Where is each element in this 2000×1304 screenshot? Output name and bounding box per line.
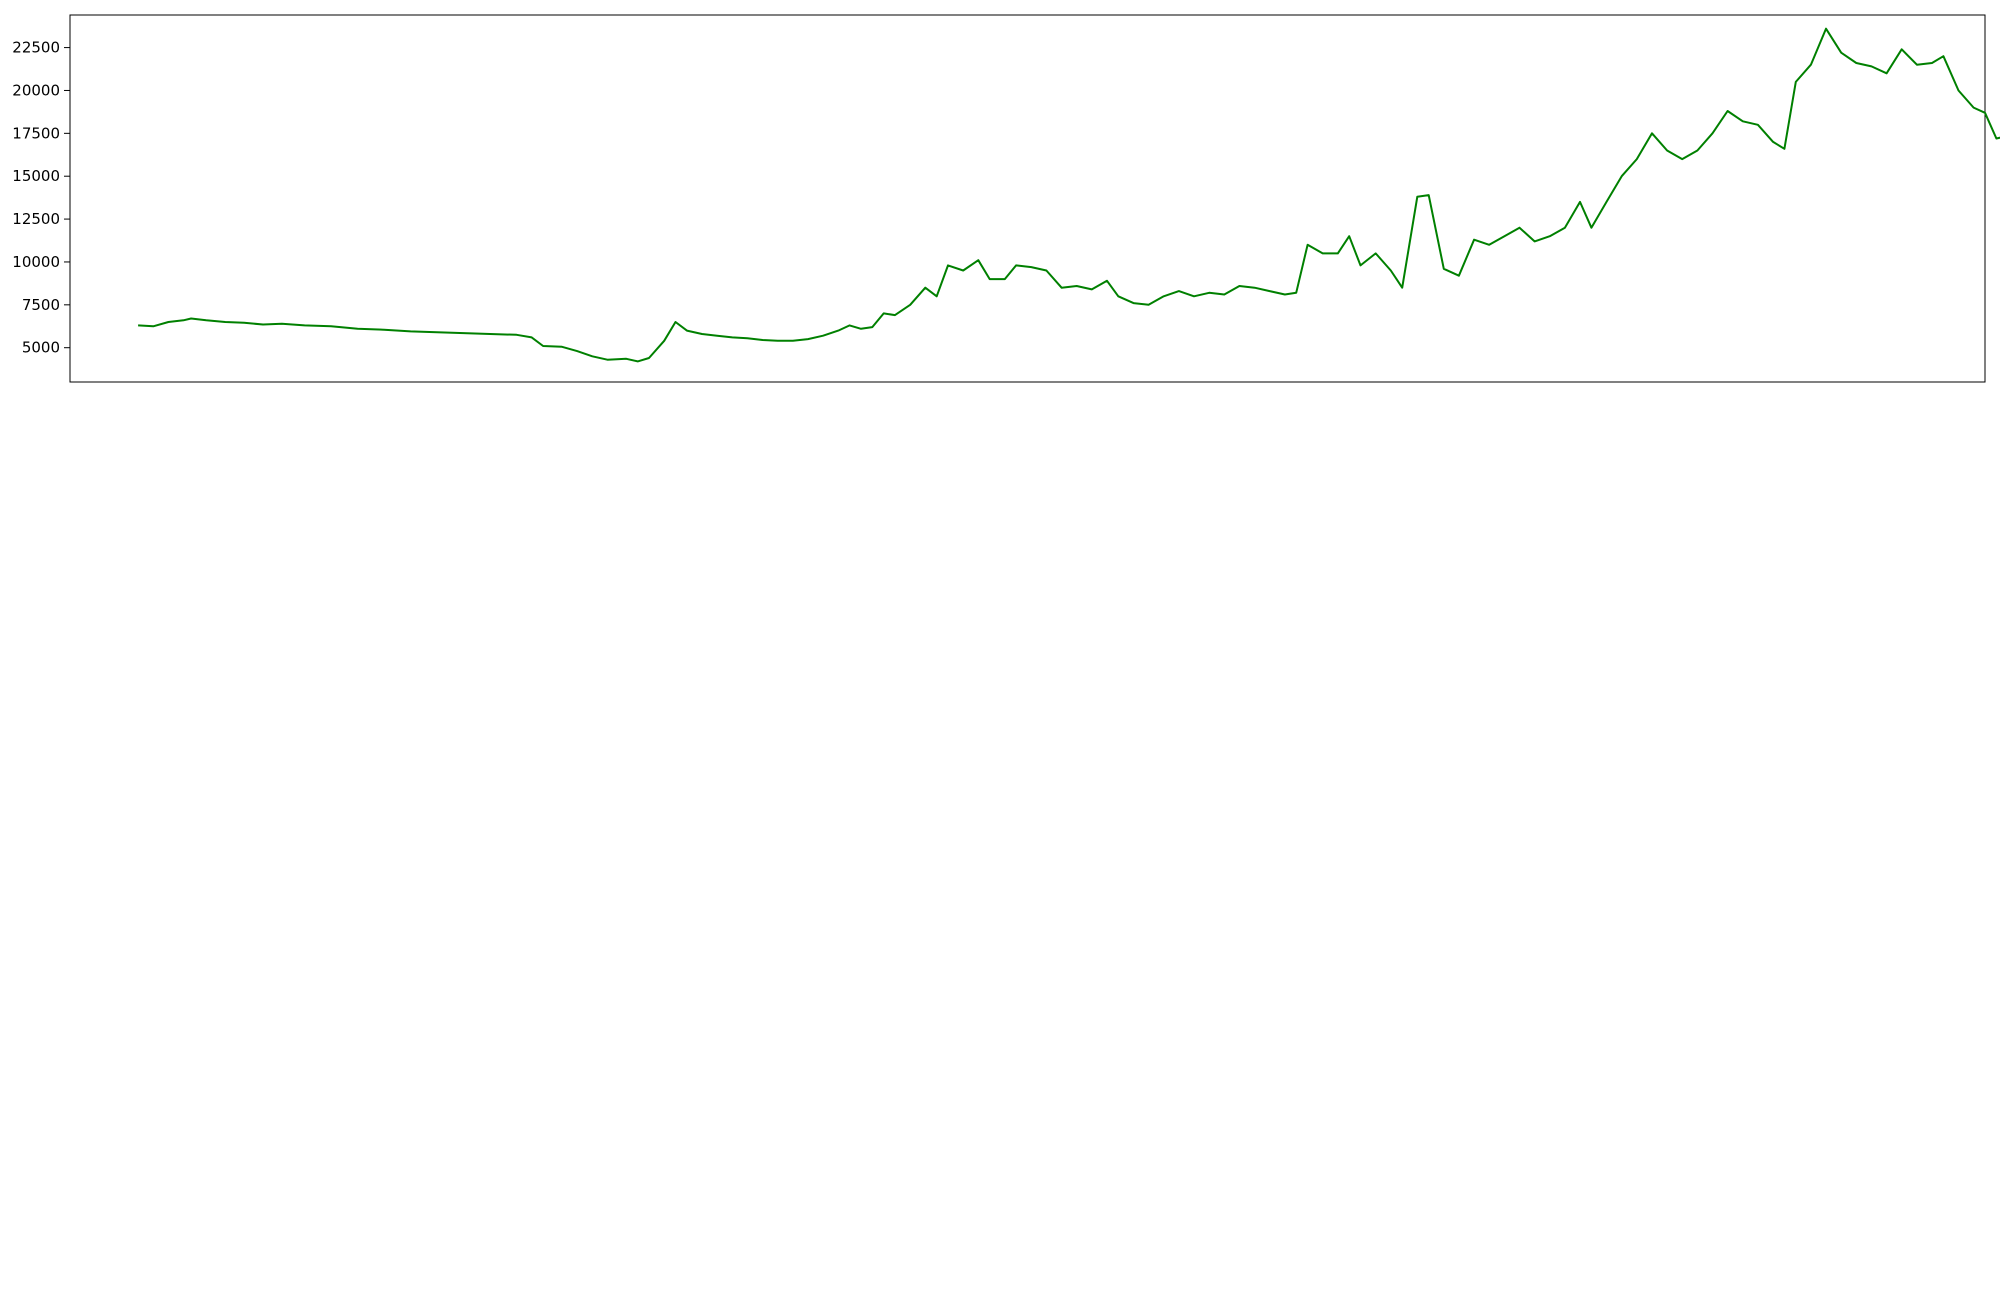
y-tick-label: 15000 <box>12 167 60 185</box>
y-tick-label: 22500 <box>12 39 60 57</box>
y-tick-label: 10000 <box>12 253 60 271</box>
y-tick-label: 20000 <box>12 81 60 99</box>
y-tick-label: 17500 <box>12 124 60 142</box>
plot-frame <box>69 14 1986 383</box>
price-line-series <box>138 27 2000 363</box>
y-tick-label: 7500 <box>22 296 60 314</box>
y-tick-label: 5000 <box>22 339 60 357</box>
y-tick-label: 12500 <box>12 210 60 228</box>
